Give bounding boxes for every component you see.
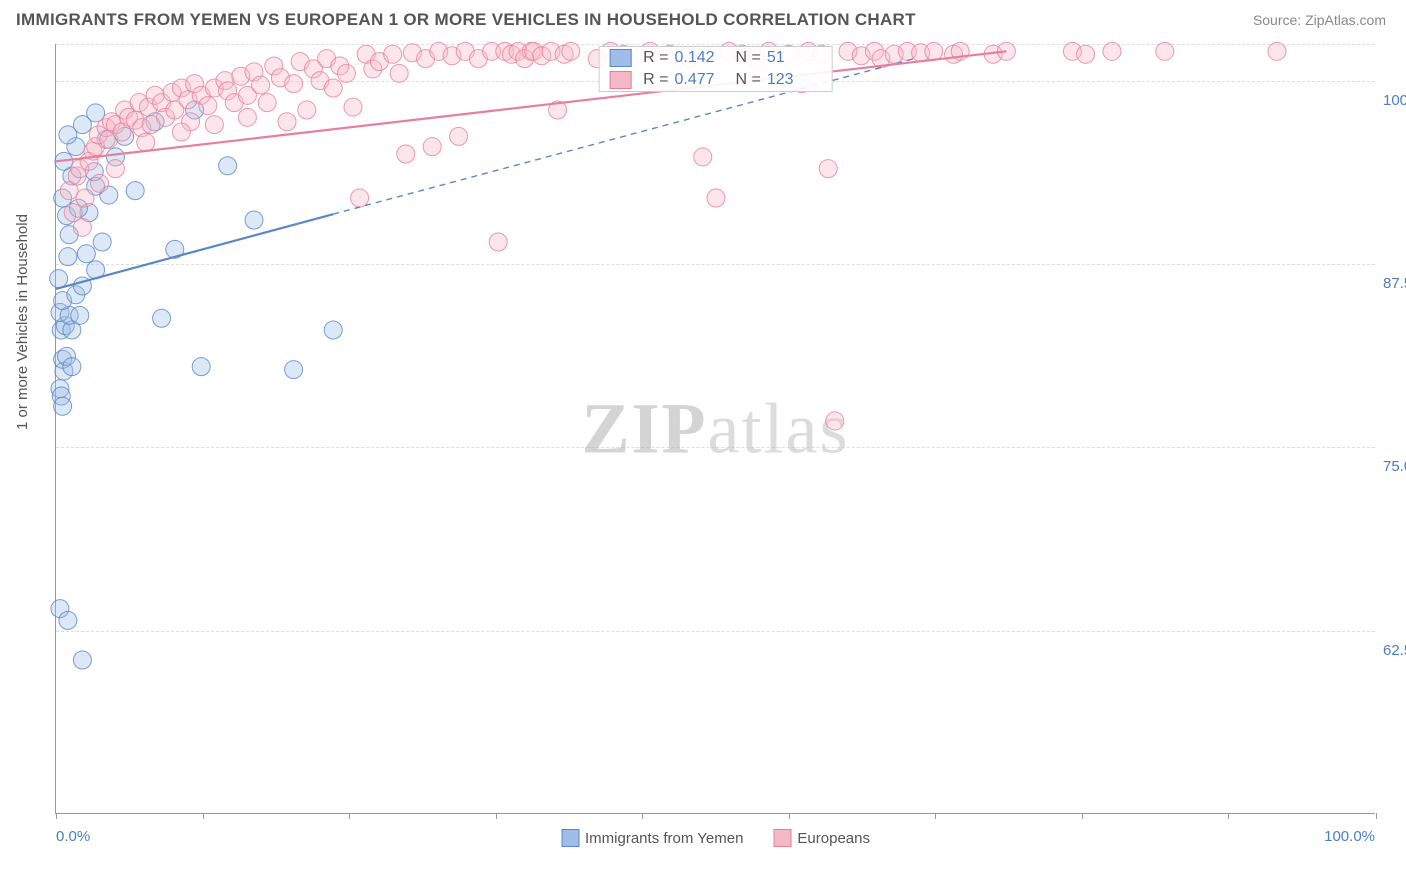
x-axis-max-label: 100.0% [1324,828,1375,845]
scatter-point [91,174,109,192]
r-value: 0.477 [675,71,730,89]
y-tick-label: 87.5% [1379,273,1406,294]
scatter-point [63,358,81,376]
x-tick [56,813,57,819]
x-tick [203,813,204,819]
scatter-point [324,79,342,97]
scatter-point [73,651,91,669]
scatter-point [337,64,355,82]
scatter-point [1103,42,1121,60]
scatter-point [390,64,408,82]
scatter-point [423,138,441,156]
scatter-point [77,245,95,263]
scatter-point [351,189,369,207]
x-tick [1082,813,1083,819]
legend-swatch [609,49,631,67]
x-tick [1376,813,1377,819]
source-credit: Source: ZipAtlas.com [1253,12,1386,28]
r-legend-box: R = 0.142 N = 51 R = 0.477 N = 123 [598,46,833,92]
r-label: R = [643,71,668,89]
scatter-point [59,611,77,629]
legend-swatch [609,71,631,89]
scatter-point [819,160,837,178]
legend-label: Europeans [797,830,870,847]
n-label: N = [736,49,761,67]
scatter-point [219,157,237,175]
scatter-point [59,248,77,266]
scatter-point [278,113,296,131]
scatter-point [1268,42,1286,60]
r-value: 0.142 [675,49,730,67]
scatter-point [76,189,94,207]
scatter-point [397,145,415,163]
scatter-point [258,94,276,112]
series-legend: Immigrants from Yemen Europeans [561,829,870,847]
y-axis-title: 1 or more Vehicles in Household [14,214,31,430]
n-value: 51 [767,49,822,67]
scatter-point [54,397,72,415]
scatter-point [450,127,468,145]
x-tick [349,813,350,819]
legend-swatch [773,829,791,847]
scatter-point [126,182,144,200]
scatter-point [707,189,725,207]
scatter-point [925,42,943,60]
chart-title: IMMIGRANTS FROM YEMEN VS EUROPEAN 1 OR M… [16,10,916,30]
legend-swatch [561,829,579,847]
scatter-point [344,98,362,116]
scatter-point [192,358,210,376]
scatter-point [298,101,316,119]
legend-item: Immigrants from Yemen [561,829,743,847]
x-tick [935,813,936,819]
y-tick-label: 75.0% [1379,456,1406,477]
y-tick-label: 62.5% [1379,640,1406,661]
scatter-point [172,123,190,141]
n-label: N = [736,71,761,89]
r-legend-row: R = 0.142 N = 51 [599,47,832,69]
chart-plot-area: 62.5%75.0%87.5%100.0% ZIPatlas R =0.142N… [55,44,1375,814]
x-tick [789,813,790,819]
scatter-point [71,306,89,324]
x-tick [1228,813,1229,819]
y-tick-label: 100.0% [1379,90,1406,111]
scatter-point [73,218,91,236]
scatter-point [137,133,155,151]
scatter-point [205,116,223,134]
scatter-point [826,412,844,430]
scatter-point [153,309,171,327]
trend-line [56,214,333,289]
r-label: R = [643,49,668,67]
scatter-point [384,45,402,63]
scatter-svg [56,44,1375,813]
scatter-point [285,361,303,379]
scatter-point [245,211,263,229]
scatter-point [93,233,111,251]
scatter-point [199,97,217,115]
scatter-point [50,270,68,288]
scatter-point [694,148,712,166]
x-tick [496,813,497,819]
scatter-point [1077,45,1095,63]
x-tick [642,813,643,819]
scatter-point [489,233,507,251]
scatter-point [106,160,124,178]
scatter-point [285,75,303,93]
x-axis-min-label: 0.0% [56,828,90,845]
legend-item: Europeans [773,829,870,847]
scatter-point [1156,42,1174,60]
scatter-point [324,321,342,339]
scatter-point [562,42,580,60]
scatter-point [252,76,270,94]
scatter-point [238,108,256,126]
r-legend-row: R = 0.477 N = 123 [599,69,832,91]
legend-label: Immigrants from Yemen [585,830,743,847]
n-value: 123 [767,71,822,89]
header: IMMIGRANTS FROM YEMEN VS EUROPEAN 1 OR M… [0,0,1406,36]
